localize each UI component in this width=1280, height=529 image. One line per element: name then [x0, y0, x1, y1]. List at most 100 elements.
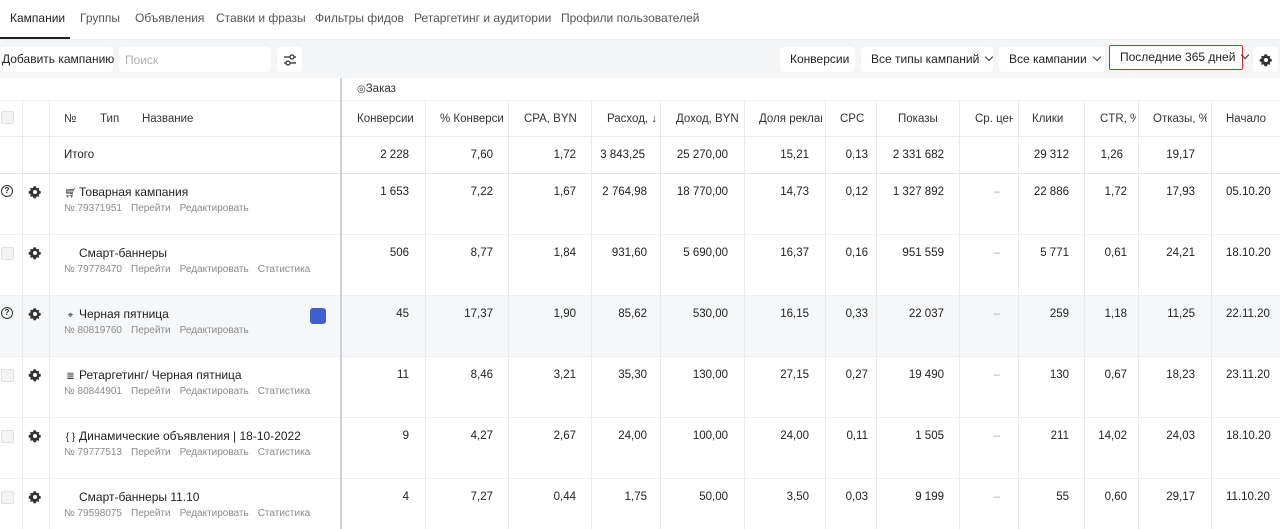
edit-link[interactable]: Редактировать	[179, 264, 249, 275]
col-cpa[interactable]: CPA, BYN	[524, 113, 577, 125]
campaign-types-select[interactable]: Все типы кампаний	[861, 47, 994, 72]
campaign-name[interactable]: ≣ Ретаргетинг/ Черная пятница	[64, 368, 241, 382]
campaign-meta: № 79598075 Перейти Редактировать Статистика	[64, 508, 319, 519]
go-link[interactable]: Перейти	[131, 447, 171, 458]
period-select[interactable]: Последние 365 дней	[1109, 45, 1250, 70]
tab-user-profiles[interactable]: Профили пользователей	[561, 11, 700, 25]
table-row[interactable]: ? 🛒︎ Товарная кампания № 79371951 Перейти Ред…	[0, 174, 1280, 235]
edit-link[interactable]: Редактировать	[179, 325, 249, 336]
col-divider	[876, 100, 877, 529]
gear-icon[interactable]	[28, 185, 42, 199]
select-all-checkbox[interactable]	[1, 111, 14, 124]
campaigns-select[interactable]: Все кампании	[999, 47, 1105, 72]
go-link[interactable]: Перейти	[131, 508, 171, 519]
gear-icon[interactable]	[28, 246, 42, 260]
table-row[interactable]: Смарт-баннеры 11.10 № 79598075 Перейти Реда…	[0, 479, 1280, 529]
col-cpc[interactable]: CPC	[840, 113, 865, 125]
cell-cpa: 0,44	[553, 491, 576, 503]
edit-link[interactable]: Редактировать	[179, 447, 249, 458]
campaign-name[interactable]: Смарт-баннеры	[64, 246, 167, 260]
stats-link[interactable]: Статистика	[257, 386, 311, 397]
row-checkbox[interactable]	[1, 247, 14, 260]
col-type[interactable]: Тип	[100, 113, 120, 125]
col-conversions[interactable]: Конверсии	[357, 113, 414, 125]
cell-conv-pct: 7,27	[470, 491, 493, 503]
col-clicks[interactable]: Клики	[1032, 113, 1064, 125]
cell-impressions: 951 559	[902, 247, 944, 259]
question-icon[interactable]: ?	[1, 307, 13, 319]
row-checkbox[interactable]	[1, 430, 14, 443]
sliders-icon	[283, 53, 296, 66]
campaign-name[interactable]: 🛒︎ Товарная кампания	[64, 185, 188, 199]
col-divider	[1138, 100, 1139, 529]
gear-icon[interactable]	[28, 429, 42, 443]
cell-start: 22.11.20	[1226, 308, 1270, 320]
cell-bounces: 24,03	[1166, 430, 1195, 442]
table-settings-button[interactable]	[1253, 47, 1278, 72]
gear-icon[interactable]	[28, 307, 42, 321]
gear-icon[interactable]	[28, 490, 42, 504]
add-campaign-button[interactable]: Добавить кампанию	[0, 47, 114, 72]
col-num[interactable]: №	[64, 113, 77, 125]
tab-groups[interactable]: Группы	[80, 11, 120, 25]
go-link[interactable]: Перейти	[131, 264, 171, 275]
stats-link[interactable]: Статистика	[257, 447, 311, 458]
table-row[interactable]: ≣ Ретаргетинг/ Черная пятница № 80844901 Пе…	[0, 357, 1280, 418]
tab-bids[interactable]: Ставки и фразы	[216, 11, 306, 25]
cell-conversions: 1 653	[380, 186, 409, 198]
go-link[interactable]: Перейти	[131, 325, 171, 336]
total-spend: 3 843,25	[600, 149, 645, 161]
campaign-name[interactable]: ⌖ Черная пятница	[64, 307, 169, 321]
frozen-divider	[340, 78, 342, 529]
cell-ad-share: 3,50	[786, 491, 809, 503]
campaign-number: № 80819760	[64, 325, 122, 336]
campaign-number: № 79371951	[64, 203, 122, 214]
cell-cpa: 2,67	[553, 430, 576, 442]
edit-link[interactable]: Редактировать	[179, 508, 249, 519]
gear-icon[interactable]	[28, 368, 42, 382]
campaign-name[interactable]: Смарт-баннеры 11.10	[64, 490, 199, 504]
table-row[interactable]: { } Динамические объявления | 18-10-2022 №…	[0, 418, 1280, 479]
table-header: № Тип Название Конверсии % Конверсий CPA…	[0, 100, 1280, 137]
go-link[interactable]: Перейти	[131, 203, 171, 214]
cell-spend: 931,60	[611, 247, 647, 259]
edit-link[interactable]: Редактировать	[179, 203, 249, 214]
col-spend[interactable]: Расход, ↓	[607, 113, 667, 125]
col-ctr[interactable]: CTR, %	[1100, 113, 1136, 125]
tab-retargeting[interactable]: Ретаргетинг и аудитории	[414, 11, 552, 25]
tab-feed-filters[interactable]: Фильтры фидов	[315, 11, 404, 25]
col-conv-pct[interactable]: % Конверсий	[440, 113, 504, 125]
col-name[interactable]: Название	[142, 113, 194, 125]
row-checkbox[interactable]	[1, 491, 14, 504]
col-divider	[1018, 100, 1019, 529]
table-row[interactable]: ? ⌖ Черная пятница № 80819760 Перейти Редакти…	[0, 296, 1280, 357]
col-divider	[825, 100, 826, 529]
filter-settings-button[interactable]	[277, 47, 302, 72]
edit-link[interactable]: Редактировать	[179, 386, 249, 397]
cell-ctr: 0,60	[1104, 491, 1127, 503]
campaign-name-text: Товарная кампания	[79, 185, 189, 199]
autotargeting-badge[interactable]	[310, 308, 326, 324]
col-ad-share[interactable]: Доля реклам	[759, 113, 822, 125]
conversions-button[interactable]: Конверсии	[780, 47, 855, 72]
col-avg-price[interactable]: Ср. цен	[975, 113, 1013, 125]
tab-ads[interactable]: Объявления	[135, 11, 205, 25]
col-bounces[interactable]: Отказы, %	[1153, 113, 1207, 125]
total-impressions: 2 331 682	[892, 149, 944, 161]
go-link[interactable]: Перейти	[131, 386, 171, 397]
cell-revenue: 50,00	[699, 491, 728, 503]
campaign-name[interactable]: { } Динамические объявления | 18-10-2022	[64, 429, 301, 443]
stats-link[interactable]: Статистика	[257, 264, 311, 275]
table-row[interactable]: Смарт-баннеры № 79778470 Перейти Редактиров…	[0, 235, 1280, 296]
total-conv-pct: 7,60	[470, 149, 493, 161]
col-revenue[interactable]: Доход, BYN	[676, 113, 739, 125]
row-checkbox[interactable]	[1, 369, 14, 382]
cell-avg-price: –	[993, 247, 1000, 259]
tab-campaigns[interactable]: Кампании	[10, 11, 66, 25]
stats-link[interactable]: Статистика	[257, 508, 311, 519]
col-start[interactable]: Начало	[1226, 113, 1267, 125]
search-input[interactable]	[119, 47, 271, 72]
question-icon[interactable]: ?	[1, 185, 13, 197]
col-impressions[interactable]: Показы	[898, 113, 938, 125]
cell-cpc: 0,33	[845, 308, 868, 320]
